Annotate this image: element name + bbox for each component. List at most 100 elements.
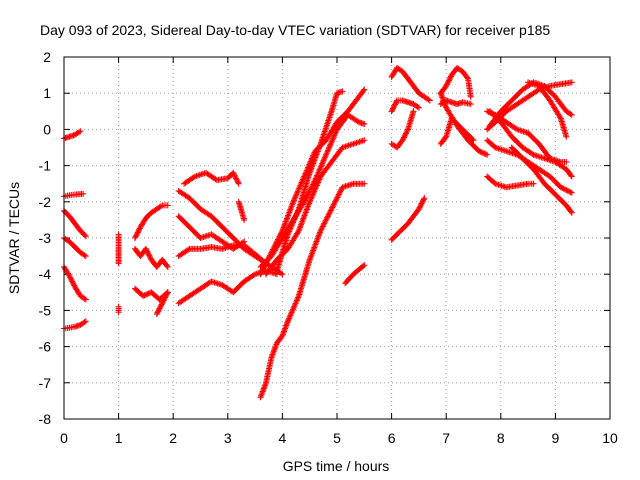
series-track-04 bbox=[61, 235, 89, 260]
data-point bbox=[421, 195, 428, 202]
data-point bbox=[402, 130, 409, 137]
data-point bbox=[136, 226, 143, 233]
data-point bbox=[557, 184, 564, 191]
data-point bbox=[131, 235, 138, 241]
data-point bbox=[82, 318, 89, 325]
x-tick-label: 8 bbox=[497, 430, 505, 446]
data-point bbox=[67, 274, 74, 281]
x-tick-label: 1 bbox=[115, 430, 123, 446]
data-point bbox=[480, 149, 487, 156]
data-point bbox=[230, 169, 237, 176]
data-point bbox=[241, 216, 248, 223]
data-point bbox=[81, 319, 88, 326]
series-track-10 bbox=[131, 245, 171, 270]
y-tick-label: -2 bbox=[39, 194, 52, 210]
data-point bbox=[564, 187, 571, 194]
data-point bbox=[400, 135, 407, 142]
y-tick-label: -1 bbox=[39, 158, 52, 174]
data-point bbox=[142, 291, 149, 298]
data-point bbox=[164, 263, 171, 270]
data-point bbox=[141, 292, 148, 299]
data-point bbox=[361, 86, 368, 93]
data-point bbox=[477, 148, 484, 155]
series-track-25 bbox=[342, 262, 368, 287]
series-track-01 bbox=[61, 128, 84, 142]
data-point bbox=[392, 100, 399, 107]
data-point bbox=[82, 296, 89, 303]
data-point bbox=[81, 252, 88, 259]
x-tick-label: 5 bbox=[333, 430, 341, 446]
data-point bbox=[235, 179, 242, 186]
data-point bbox=[392, 101, 399, 108]
data-point bbox=[140, 292, 147, 299]
x-tick-label: 7 bbox=[442, 430, 450, 446]
data-point bbox=[135, 228, 142, 235]
series-track-28 bbox=[388, 97, 422, 115]
data-point bbox=[142, 245, 149, 252]
data-point bbox=[567, 208, 574, 215]
data-point bbox=[146, 252, 153, 259]
series-track-38 bbox=[486, 79, 575, 129]
data-point bbox=[132, 233, 139, 240]
data-point bbox=[311, 178, 318, 185]
data-point bbox=[231, 172, 238, 179]
series-track-33 bbox=[437, 90, 491, 158]
data-point bbox=[401, 133, 408, 140]
grid bbox=[64, 57, 610, 419]
data-point bbox=[157, 302, 164, 309]
data-point bbox=[568, 111, 575, 118]
x-tick-label: 9 bbox=[552, 430, 560, 446]
x-tick-labels: 0 1 2 3 4 5 6 7 8 9 10 bbox=[60, 430, 618, 446]
data-point bbox=[185, 246, 192, 253]
data-point bbox=[419, 199, 426, 206]
series-track-08 bbox=[115, 303, 122, 316]
data-point bbox=[561, 186, 568, 193]
series-track-15 bbox=[235, 198, 248, 223]
data-point bbox=[559, 184, 566, 191]
data-point bbox=[70, 281, 77, 288]
data-point bbox=[568, 189, 575, 196]
data-point bbox=[115, 309, 122, 316]
data-point bbox=[145, 251, 152, 258]
data-point bbox=[134, 229, 141, 236]
y-tick-label: 2 bbox=[43, 49, 51, 65]
series-track-39 bbox=[486, 108, 575, 180]
data-point bbox=[445, 78, 452, 85]
data-point bbox=[390, 104, 397, 111]
series-track-02 bbox=[61, 190, 87, 200]
y-tick-label: -3 bbox=[39, 230, 52, 246]
data-point bbox=[467, 93, 474, 100]
data-point bbox=[402, 131, 409, 138]
series-track-35 bbox=[484, 79, 575, 133]
data-point bbox=[530, 180, 537, 187]
data-point bbox=[361, 137, 368, 144]
data-point bbox=[567, 172, 574, 179]
data-point bbox=[464, 74, 471, 81]
data-point bbox=[534, 87, 541, 94]
data-point bbox=[354, 118, 361, 125]
data-point bbox=[415, 206, 422, 213]
data-point bbox=[153, 311, 160, 318]
data-point bbox=[190, 174, 197, 181]
data-point bbox=[143, 247, 150, 254]
series-track-12 bbox=[153, 289, 171, 318]
data-point bbox=[560, 185, 567, 192]
data-point bbox=[163, 292, 170, 299]
series-track-17 bbox=[175, 242, 270, 267]
data-point bbox=[442, 134, 449, 141]
data-point bbox=[447, 74, 454, 81]
data-point bbox=[481, 150, 488, 157]
y-tick-label: 1 bbox=[43, 85, 51, 101]
data-point bbox=[444, 80, 451, 87]
data-point bbox=[232, 173, 239, 180]
x-tick-label: 0 bbox=[60, 430, 68, 446]
data-point bbox=[157, 304, 164, 311]
data-point bbox=[157, 203, 164, 210]
data-point bbox=[403, 129, 410, 136]
data-point bbox=[69, 278, 76, 285]
y-tick-label: -8 bbox=[39, 411, 52, 427]
y-axis-label: SDTVAR / TECUs bbox=[6, 182, 22, 294]
data-point bbox=[425, 96, 432, 103]
data-point bbox=[417, 201, 424, 208]
data-point bbox=[230, 171, 237, 178]
